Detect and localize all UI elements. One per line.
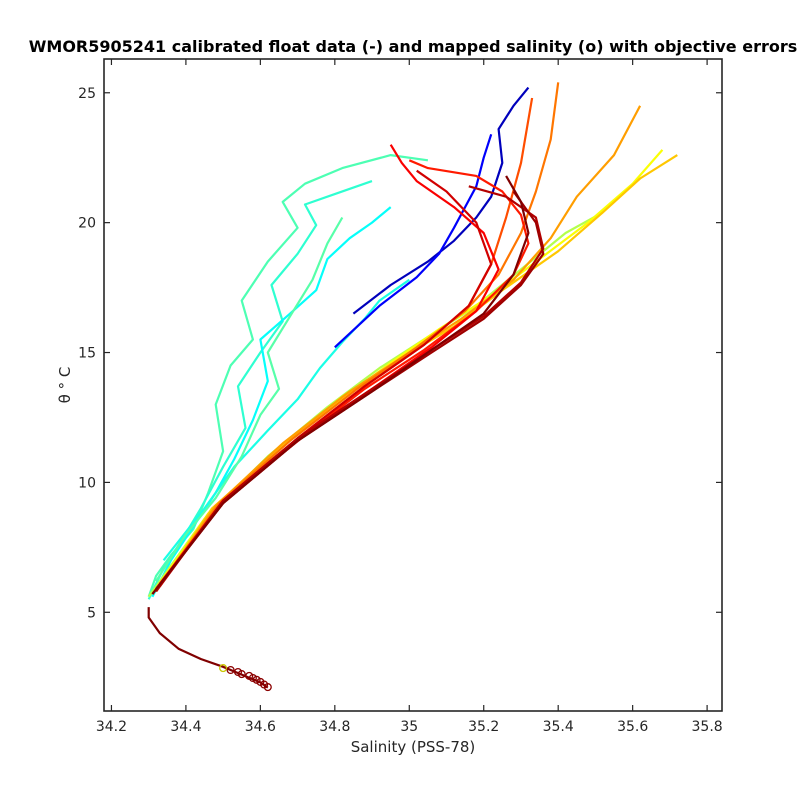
profile-line-4 [155,216,344,582]
x-tick-label: 34.8 [319,719,350,735]
x-axis: 34.2 34.4 34.6 34.8 35 35.2 35.4 35.6 35.8 [96,59,723,735]
y-axis-label: θ ° C [56,367,74,404]
profile-line-18 [151,175,530,595]
y-tick-label: 5 [87,605,96,621]
series-layer [147,82,678,689]
plot-frame [103,58,723,712]
y-tick-label: 20 [78,216,96,232]
profile-line-19 [147,607,269,689]
x-tick-label: 35.6 [617,719,648,735]
profile-line-3 [162,278,410,561]
mapped-point [226,665,235,675]
y-tick-label: 10 [78,475,96,491]
y-tick-label: 25 [78,86,96,102]
mapped-point [263,683,272,692]
x-tick-label: 34.4 [170,719,201,735]
profile-line-11 [158,82,560,587]
y-axis: 5 10 15 20 25 [78,86,722,621]
x-tick-label: 35.2 [468,719,499,735]
x-tick-label: 35.4 [543,719,574,735]
mapped-points-layer [219,664,272,692]
x-tick-label: 35.8 [692,719,723,735]
profile-line-10 [158,105,642,587]
x-tick-label: 34.2 [96,719,127,735]
y-tick-label: 15 [78,346,96,362]
x-tick-label: 35 [400,719,418,735]
x-axis-label: Salinity (PSS-78) [351,738,476,756]
plot-area-background [104,59,722,711]
chart-title: WMOR5905241 calibrated float data (-) an… [29,37,798,56]
mapped-point [219,664,228,673]
mapped-point [237,670,246,679]
profile-line-5 [352,86,530,315]
x-tick-label: 34.6 [245,719,276,735]
profile-line-6 [334,133,493,349]
